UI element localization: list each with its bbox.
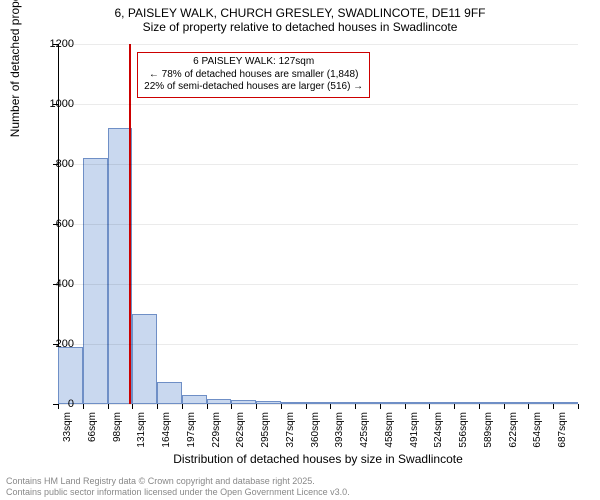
grid-line	[58, 104, 578, 105]
x-tick-mark	[281, 404, 282, 409]
x-tick-mark	[429, 404, 430, 409]
x-tick-mark	[553, 404, 554, 409]
y-tick-label: 200	[34, 338, 74, 350]
y-axis-label: Number of detached properties	[8, 0, 22, 137]
histogram-bar	[132, 314, 157, 404]
x-tick-mark	[479, 404, 480, 409]
y-tick-label: 1000	[34, 98, 74, 110]
chart-container: 6, PAISLEY WALK, CHURCH GRESLEY, SWADLIN…	[0, 0, 600, 500]
x-tick-mark	[380, 404, 381, 409]
grid-line	[58, 164, 578, 165]
x-tick-label: 425sqm	[359, 412, 370, 456]
x-tick-mark	[504, 404, 505, 409]
histogram-bar	[182, 395, 207, 404]
x-tick-label: 622sqm	[508, 412, 519, 456]
callout-box: 6 PAISLEY WALK: 127sqm ← 78% of detached…	[137, 52, 370, 98]
callout-line-3: 22% of semi-detached houses are larger (…	[144, 81, 363, 94]
x-tick-mark	[83, 404, 84, 409]
x-tick-label: 360sqm	[310, 412, 321, 456]
histogram-bar	[157, 382, 182, 405]
x-tick-mark	[578, 404, 579, 409]
y-tick-label: 0	[34, 398, 74, 410]
y-tick-label: 800	[34, 158, 74, 170]
grid-line	[58, 404, 578, 405]
histogram-bar	[83, 158, 108, 404]
x-tick-label: 66sqm	[87, 412, 98, 456]
x-tick-label: 229sqm	[211, 412, 222, 456]
callout-line-1: 6 PAISLEY WALK: 127sqm	[144, 56, 363, 69]
x-tick-mark	[355, 404, 356, 409]
x-tick-label: 197sqm	[186, 412, 197, 456]
x-tick-label: 131sqm	[136, 412, 147, 456]
plot-area: 6 PAISLEY WALK: 127sqm ← 78% of detached…	[58, 44, 578, 404]
footer: Contains HM Land Registry data © Crown c…	[6, 476, 350, 498]
x-tick-label: 524sqm	[433, 412, 444, 456]
y-tick-label: 600	[34, 218, 74, 230]
x-tick-label: 589sqm	[483, 412, 494, 456]
x-tick-label: 295sqm	[260, 412, 271, 456]
x-tick-mark	[454, 404, 455, 409]
x-tick-label: 164sqm	[161, 412, 172, 456]
x-tick-label: 98sqm	[112, 412, 123, 456]
x-tick-label: 491sqm	[409, 412, 420, 456]
title-line-2: Size of property relative to detached ho…	[0, 20, 600, 38]
x-tick-mark	[108, 404, 109, 409]
footer-line-2: Contains public sector information licen…	[6, 487, 350, 498]
x-tick-label: 393sqm	[334, 412, 345, 456]
x-tick-label: 556sqm	[458, 412, 469, 456]
x-tick-mark	[306, 404, 307, 409]
x-tick-mark	[182, 404, 183, 409]
x-tick-label: 458sqm	[384, 412, 395, 456]
grid-line	[58, 284, 578, 285]
x-tick-mark	[405, 404, 406, 409]
y-tick-label: 1200	[34, 38, 74, 50]
x-tick-label: 654sqm	[532, 412, 543, 456]
footer-line-1: Contains HM Land Registry data © Crown c…	[6, 476, 350, 487]
x-tick-label: 262sqm	[235, 412, 246, 456]
x-tick-mark	[528, 404, 529, 409]
grid-line	[58, 344, 578, 345]
callout-line-2: ← 78% of detached houses are smaller (1,…	[144, 69, 363, 82]
x-tick-label: 327sqm	[285, 412, 296, 456]
x-tick-label: 687sqm	[557, 412, 568, 456]
x-tick-mark	[207, 404, 208, 409]
y-tick-label: 400	[34, 278, 74, 290]
x-tick-mark	[330, 404, 331, 409]
grid-line	[58, 224, 578, 225]
x-tick-mark	[256, 404, 257, 409]
title-line-1: 6, PAISLEY WALK, CHURCH GRESLEY, SWADLIN…	[0, 0, 600, 20]
x-tick-mark	[132, 404, 133, 409]
grid-line	[58, 44, 578, 45]
x-tick-mark	[157, 404, 158, 409]
histogram-bar	[58, 347, 83, 404]
x-tick-label: 33sqm	[62, 412, 73, 456]
x-tick-mark	[231, 404, 232, 409]
